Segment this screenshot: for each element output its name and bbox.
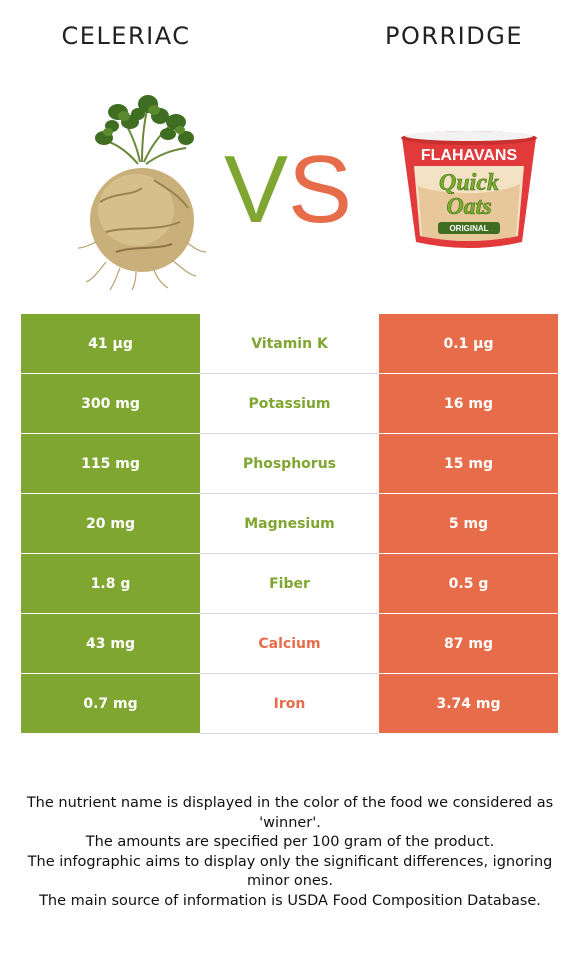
table-row: 20 mg Magnesium 5 mg <box>21 493 558 554</box>
right-value: 0.1 µg <box>379 314 558 374</box>
table-row: 1.8 g Fiber 0.5 g <box>21 553 558 614</box>
nutrient-name: Fiber <box>200 553 379 614</box>
right-food-title: PORRIDGE <box>384 22 524 50</box>
left-food-title: CELERIAC <box>61 22 191 50</box>
table-row: 43 mg Calcium 87 mg <box>21 613 558 674</box>
right-value: 16 mg <box>379 373 558 434</box>
left-value: 115 mg <box>21 433 200 494</box>
right-value: 87 mg <box>379 613 558 674</box>
table-row: 41 µg Vitamin K 0.1 µg <box>21 314 558 374</box>
left-value: 0.7 mg <box>21 673 200 734</box>
cup-original-text: ORIGINAL <box>449 224 488 233</box>
footnote: The main source of information is USDA F… <box>39 892 541 909</box>
footnote: The amounts are specified per 100 gram o… <box>85 834 495 851</box>
nutrient-name: Magnesium <box>200 493 379 554</box>
cup-brand-text: FLAHAVANS <box>421 147 518 164</box>
right-value: 5 mg <box>379 493 558 554</box>
footnote: The infographic aims to display only the… <box>27 853 553 890</box>
table-row: 300 mg Potassium 16 mg <box>21 373 558 434</box>
nutrient-name: Vitamin K <box>200 314 379 374</box>
right-value: 0.5 g <box>379 553 558 614</box>
nutrient-name: Iron <box>200 673 379 734</box>
footnotes: The nutrient name is displayed in the co… <box>18 794 562 912</box>
vs-mark: V S <box>222 130 362 243</box>
right-value: 15 mg <box>379 433 558 494</box>
nutrient-name: Phosphorus <box>200 433 379 494</box>
left-value: 20 mg <box>21 493 200 554</box>
nutrient-name: Potassium <box>200 373 379 434</box>
comparison-table: 41 µg Vitamin K 0.1 µg 300 mg Potassium 16 mg… <box>21 314 558 734</box>
porridge-image: FLAHAVANS Quick Oats ORIGINAL <box>394 126 544 254</box>
table-row: 0.7 mg Iron 3.74 mg <box>21 673 558 734</box>
celeriac-image <box>76 92 208 292</box>
cup-quick-text: Quick <box>439 170 499 196</box>
vs-v: V <box>224 136 288 230</box>
footnote: The nutrient name is displayed in the co… <box>26 795 554 831</box>
left-value: 1.8 g <box>21 553 200 614</box>
left-value: 41 µg <box>21 314 200 374</box>
table-row: 115 mg Phosphorus 15 mg <box>21 433 558 494</box>
left-value: 43 mg <box>21 613 200 674</box>
nutrient-name: Calcium <box>200 613 379 674</box>
cup-oats-text: Oats <box>446 194 491 220</box>
left-value: 300 mg <box>21 373 200 434</box>
right-value: 3.74 mg <box>379 673 558 734</box>
vs-s: S <box>288 136 352 230</box>
